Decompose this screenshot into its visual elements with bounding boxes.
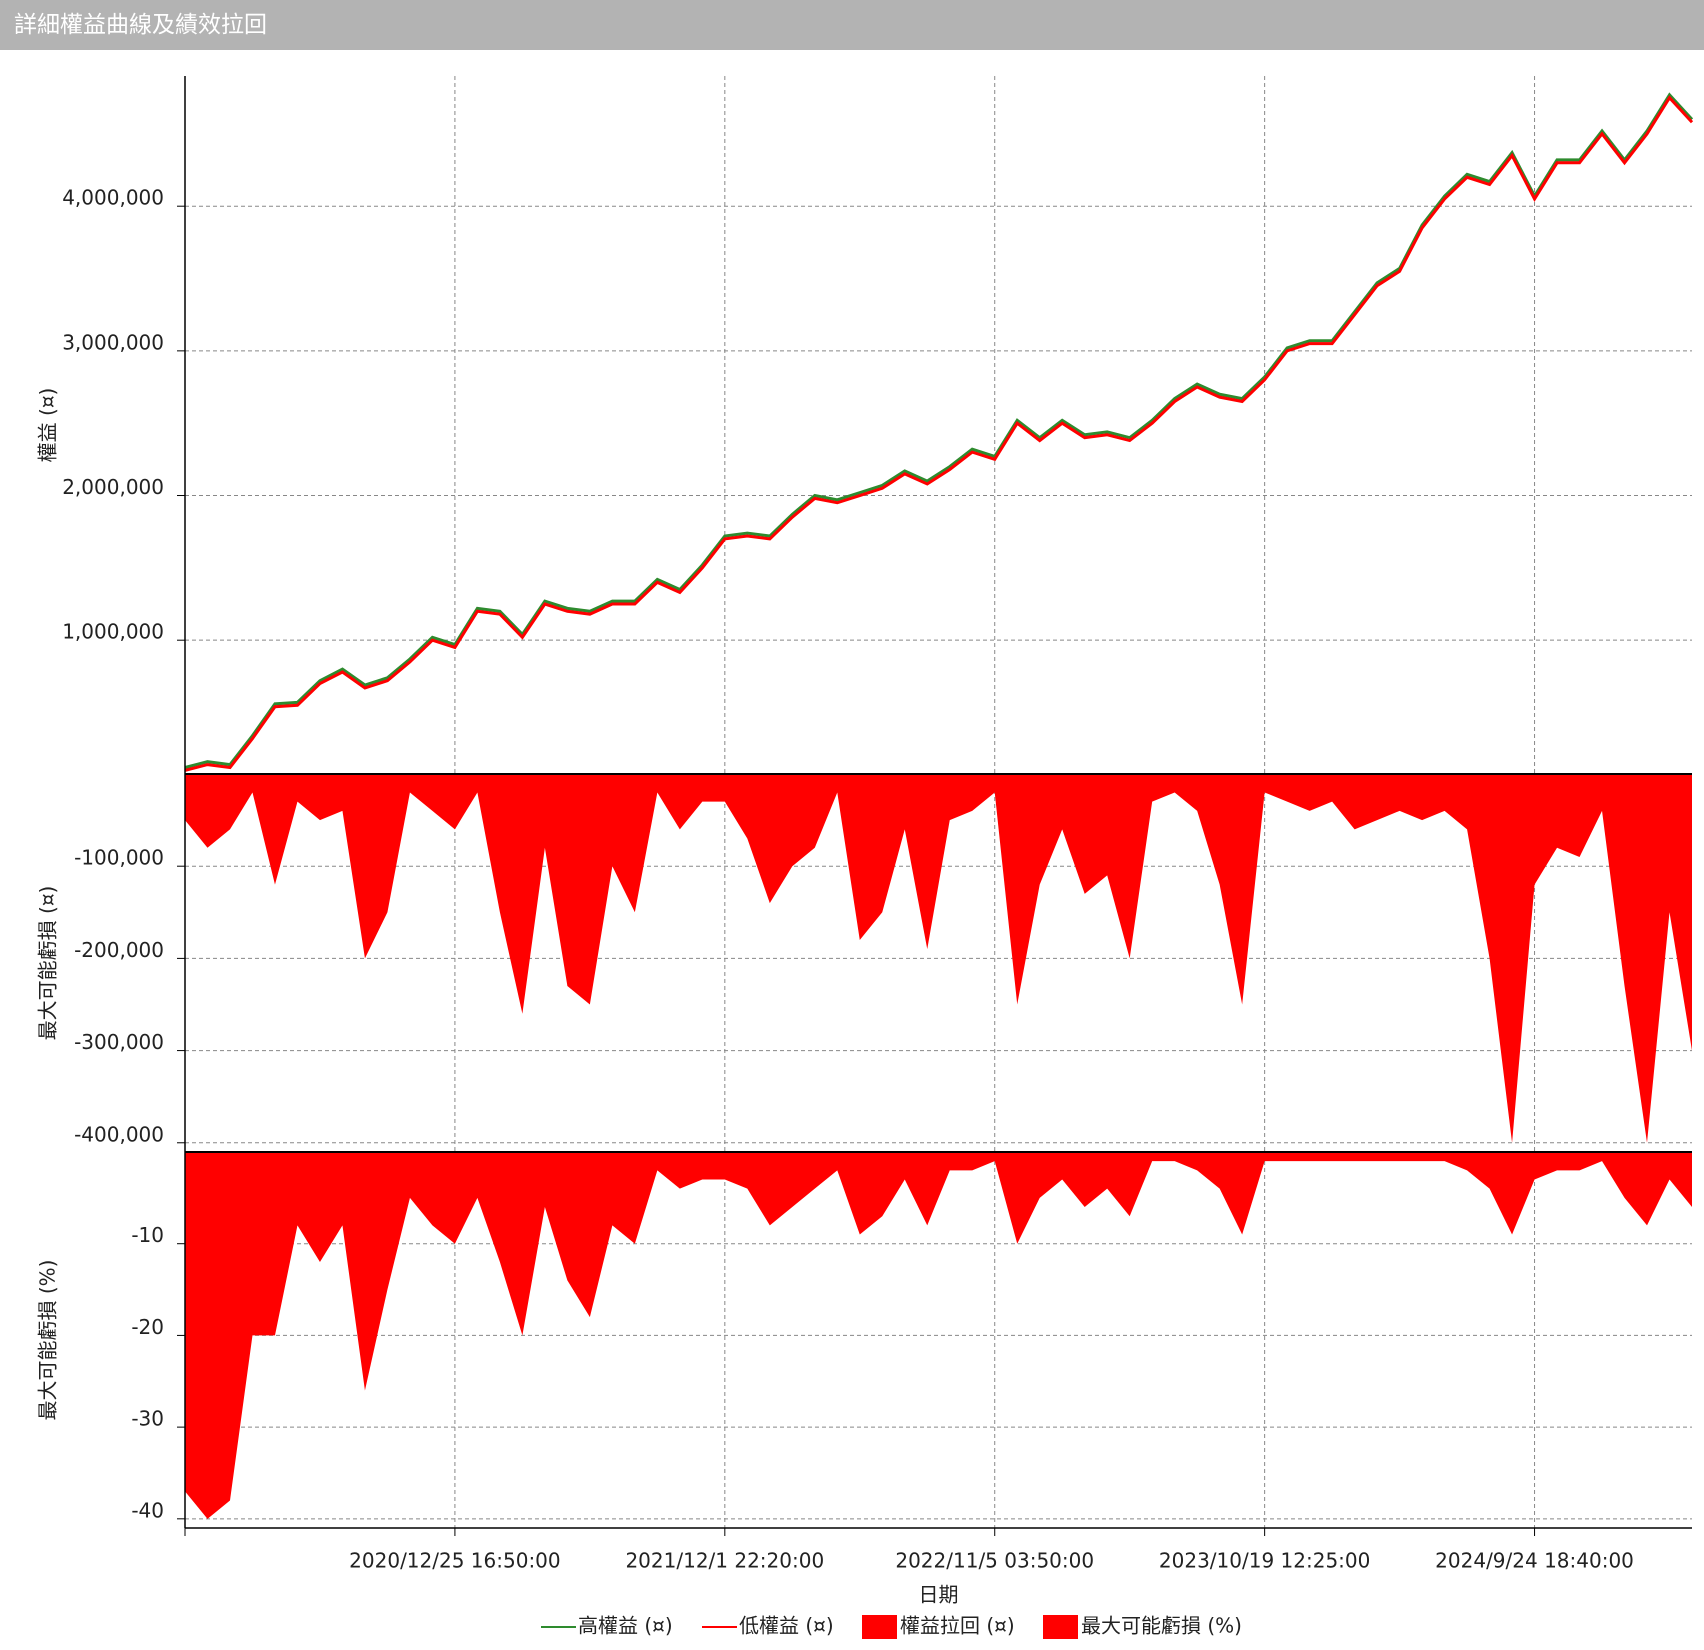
y-axis-label: 最大可能虧損 (¤) [36,886,60,1041]
legend-label: 高權益 (¤) [578,1614,673,1638]
equity-line [184,92,1694,769]
legend-label: 最大可能虧損 (%) [1081,1614,1242,1638]
legend-label: 低權益 (¤) [739,1614,834,1638]
x-axis-label: 日期 [919,1583,959,1607]
y-tick-label: 4,000,000 [62,186,164,210]
y-tick-label: -400,000 [74,1122,164,1146]
y-tick-label: 1,000,000 [62,620,164,644]
y-tick-label: 2,000,000 [62,475,164,499]
x-tick-label: 2022/11/5 03:50:00 [895,1549,1094,1573]
y-axis-label: 權益 (¤) [36,388,60,463]
y-tick-label: -300,000 [74,1030,164,1054]
y-tick-label: -200,000 [74,938,164,962]
y-tick-label: -20 [131,1315,164,1339]
y-axis-label: 最大可能虧損 (%) [36,1260,60,1421]
y-tick-label: -30 [131,1407,164,1431]
window-title: 詳細權益曲線及績效拉回 [0,0,1704,50]
legend-swatch [1043,1615,1078,1639]
drawdown-area [185,774,1692,1143]
y-tick-label: 3,000,000 [62,330,164,354]
y-tick-label: -40 [131,1498,164,1522]
y-tick-label: -10 [131,1223,164,1247]
x-tick-label: 2024/9/24 18:40:00 [1435,1549,1634,1573]
x-tick-label: 2020/12/25 16:50:00 [349,1549,560,1573]
legend-label: 權益拉回 (¤) [900,1614,1015,1638]
x-tick-label: 2023/10/19 12:25:00 [1159,1549,1370,1573]
x-tick-label: 2021/12/1 22:20:00 [625,1549,824,1573]
equity-line [184,95,1694,772]
y-tick-label: -100,000 [74,846,164,870]
drawdown-area [185,1152,1692,1519]
legend-swatch [862,1615,897,1639]
